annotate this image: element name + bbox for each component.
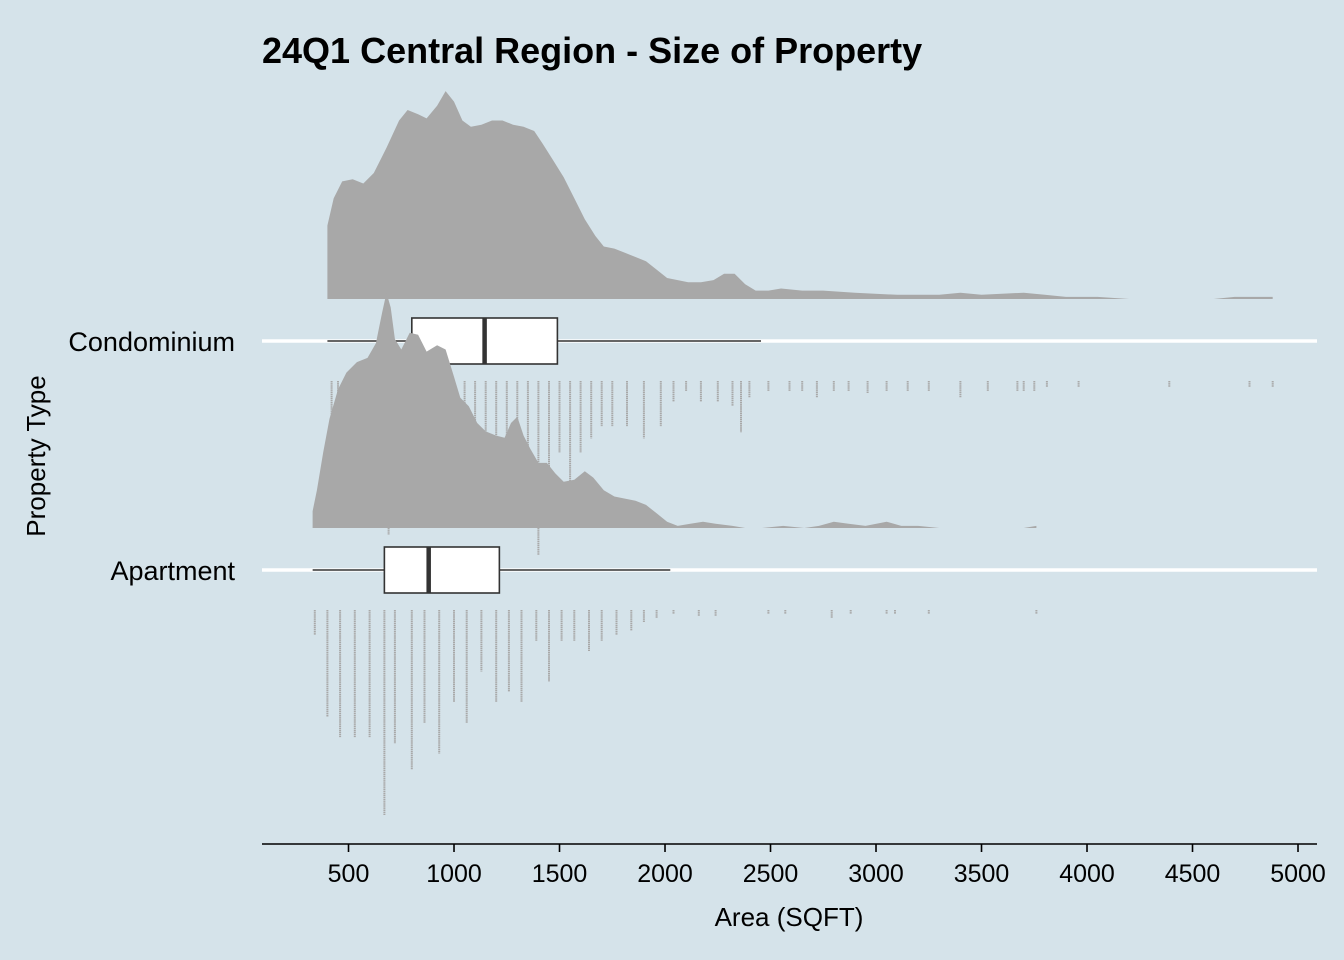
rug-apartment <box>313 610 1038 815</box>
x-tick-label: 3500 <box>954 860 1010 888</box>
x-tick-label: 5000 <box>1270 860 1326 888</box>
x-tick-label: 500 <box>328 860 370 888</box>
category-label-condominium: Condominium <box>68 327 235 357</box>
density-condominium <box>327 91 1273 299</box>
x-axis-title: Area (SQFT) <box>715 902 864 932</box>
plot-area: Condominium Apartment 500 1000 1500 2000 2500 3… <box>68 91 1326 888</box>
x-tick-label: 1500 <box>532 860 588 888</box>
x-tick-label: 3000 <box>848 860 904 888</box>
chart-title: 24Q1 Central Region - Size of Property <box>262 30 922 71</box>
x-tick-label: 4000 <box>1059 860 1115 888</box>
x-tick-label: 1000 <box>426 860 482 888</box>
x-tick-label: 2500 <box>743 860 799 888</box>
box-apartment <box>383 546 501 594</box>
density-apartment <box>312 292 1037 528</box>
x-tick-label: 2000 <box>637 860 693 888</box>
y-axis-title: Property Type <box>21 375 51 536</box>
x-tick-label: 4500 <box>1165 860 1221 888</box>
category-label-apartment: Apartment <box>110 556 235 586</box>
